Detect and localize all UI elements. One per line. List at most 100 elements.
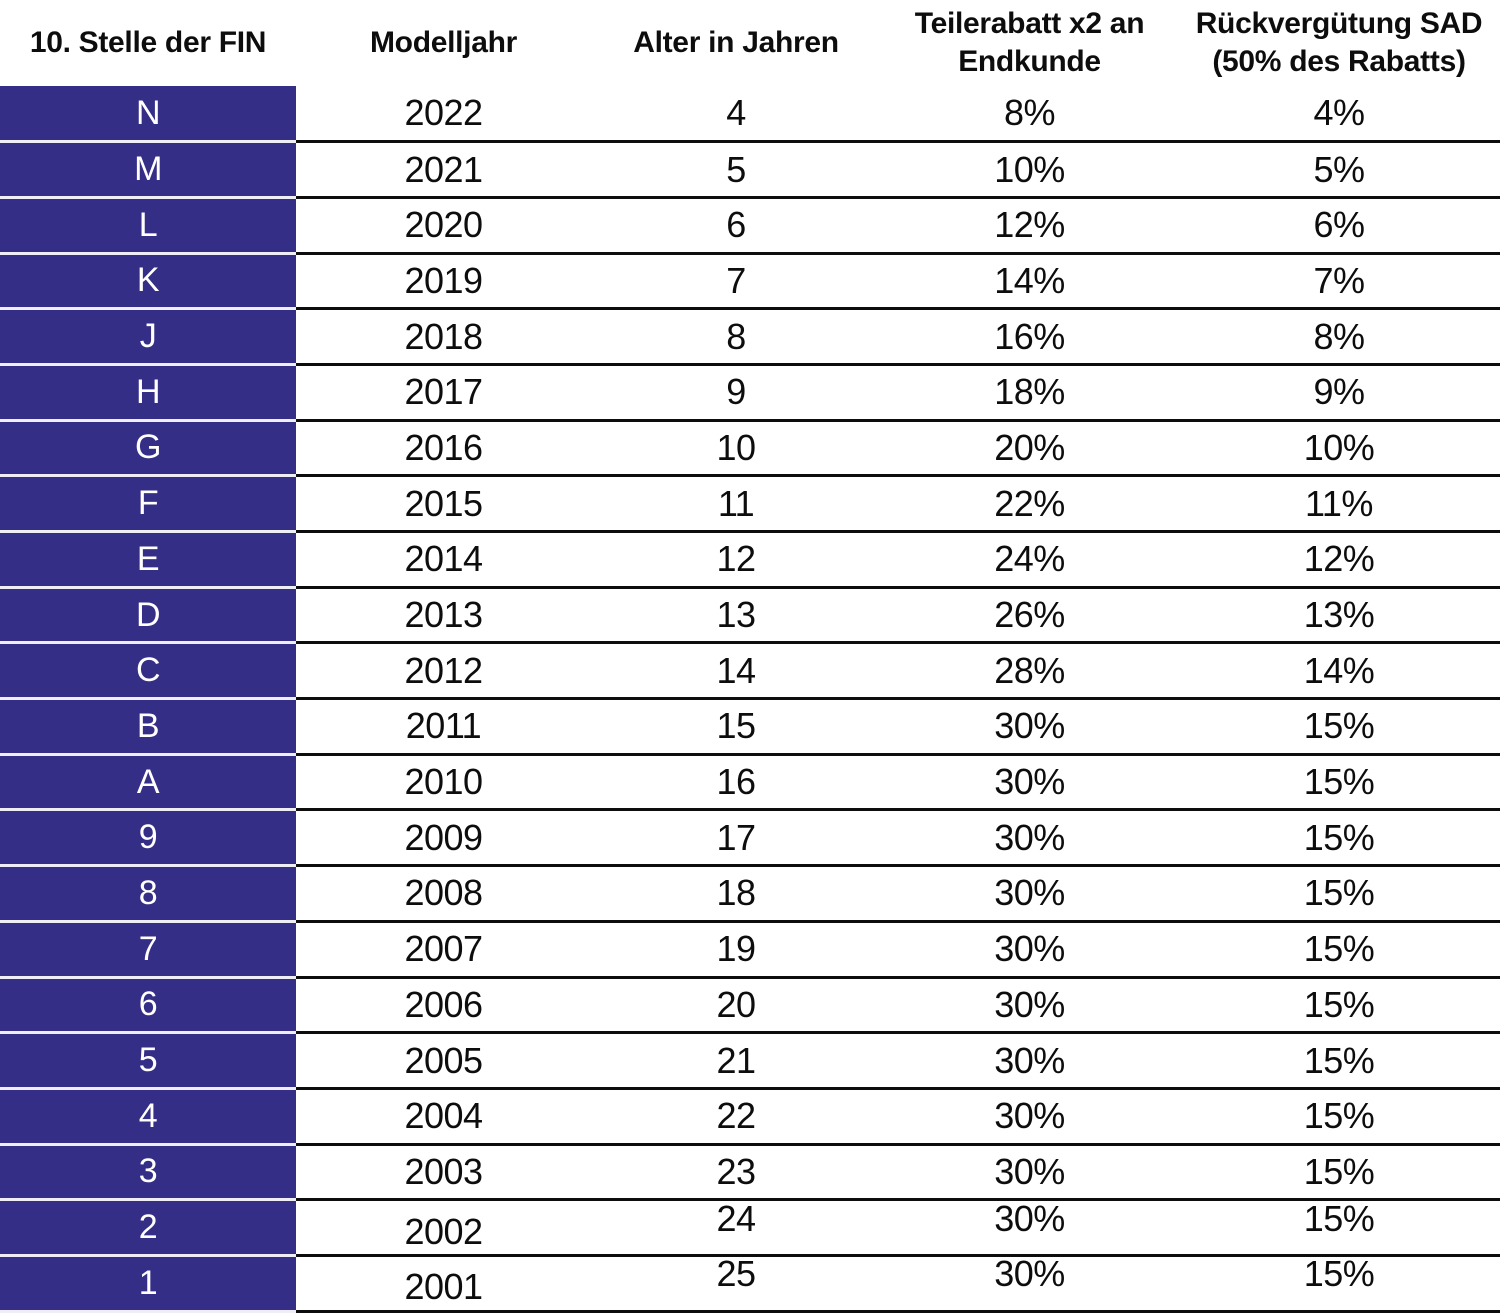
teilerabatt-cell: 10% — [881, 141, 1178, 199]
modelljahr-cell: 2011 — [296, 698, 591, 756]
fin-cell: C — [0, 642, 296, 701]
fin-cell: G — [0, 420, 296, 478]
rueckverguetung-cell: 15% — [1178, 1198, 1500, 1257]
alter-cell: 22 — [591, 1088, 881, 1146]
table-header: 10. Stelle der FIN Modelljahr Alter in J… — [0, 0, 1500, 86]
table-row: 1 2001 25 30% 15% — [0, 1253, 1500, 1313]
modelljahr-cell: 2004 — [296, 1088, 591, 1146]
teilerabatt-cell: 30% — [881, 1144, 1178, 1202]
teilerabatt-cell: 30% — [881, 1032, 1178, 1090]
modelljahr-cell: 2014 — [296, 531, 591, 589]
alter-cell: 4 — [591, 86, 881, 144]
alter-cell: 17 — [591, 809, 881, 868]
fin-cell: 5 — [0, 1032, 296, 1090]
teilerabatt-cell: 30% — [881, 977, 1178, 1035]
rueckverguetung-cell: 15% — [1178, 921, 1500, 979]
teilerabatt-cell: 30% — [881, 1088, 1178, 1146]
teilerabatt-cell: 30% — [881, 754, 1178, 812]
modelljahr-cell: 2010 — [296, 754, 591, 812]
alter-cell: 12 — [591, 531, 881, 589]
table-row: A 2010 16 30% 15% — [0, 754, 1500, 812]
modelljahr-cell: 2001 — [296, 1255, 591, 1313]
col-header-fin: 10. Stelle der FIN — [0, 0, 296, 86]
modelljahr-cell: 2016 — [296, 420, 591, 478]
modelljahr-cell: 2006 — [296, 977, 591, 1035]
teilerabatt-cell: 20% — [881, 420, 1178, 478]
rueckverguetung-cell: 6% — [1178, 197, 1500, 255]
rueckverguetung-cell: 5% — [1178, 141, 1500, 199]
modelljahr-cell: 2002 — [296, 1199, 591, 1257]
rueckverguetung-cell: 10% — [1178, 420, 1500, 478]
table-row: 3 2003 23 30% 15% — [0, 1144, 1500, 1202]
col-header-alter-label: Alter in Jahren — [633, 26, 839, 59]
alter-cell: 18 — [591, 865, 881, 923]
table-row: 2 2002 24 30% 15% — [0, 1198, 1500, 1257]
alter-cell: 11 — [591, 475, 881, 533]
modelljahr-cell: 2019 — [296, 253, 591, 311]
fin-cell: 1 — [0, 1255, 296, 1313]
table-row: H 2017 9 18% 9% — [0, 364, 1500, 422]
rueckverguetung-cell: 15% — [1178, 698, 1500, 756]
table-row: 5 2005 21 30% 15% — [0, 1032, 1500, 1090]
table-row: J 2018 8 16% 8% — [0, 308, 1500, 366]
fin-cell: F — [0, 475, 296, 533]
teilerabatt-cell: 30% — [881, 865, 1178, 923]
fin-cell: 4 — [0, 1088, 296, 1146]
teilerabatt-cell: 12% — [881, 197, 1178, 255]
alter-cell: 6 — [591, 197, 881, 255]
table-row: 7 2007 19 30% 15% — [0, 921, 1500, 979]
table-row: N 2022 4 8% 4% — [0, 86, 1500, 144]
rueckverguetung-cell: 15% — [1178, 809, 1500, 868]
alter-cell: 25 — [591, 1253, 881, 1313]
alter-cell: 8 — [591, 308, 881, 366]
table-row: L 2020 6 12% 6% — [0, 197, 1500, 255]
fin-cell: N — [0, 86, 296, 144]
rueckverguetung-cell: 8% — [1178, 308, 1500, 366]
fin-cell: 7 — [0, 921, 296, 979]
rueckverguetung-cell: 15% — [1178, 1032, 1500, 1090]
table-row: G 2016 10 20% 10% — [0, 420, 1500, 478]
teilerabatt-cell: 30% — [881, 1253, 1178, 1313]
col-header-fin-label: 10. Stelle der FIN — [29, 26, 267, 59]
teilerabatt-cell: 26% — [881, 587, 1178, 645]
fin-cell: L — [0, 197, 296, 255]
modelljahr-cell: 2012 — [296, 642, 591, 701]
alter-cell: 23 — [591, 1144, 881, 1202]
alter-cell: 14 — [591, 642, 881, 701]
teilerabatt-cell: 30% — [881, 921, 1178, 979]
alter-cell: 7 — [591, 253, 881, 311]
alter-cell: 10 — [591, 420, 881, 478]
rueckverguetung-cell: 14% — [1178, 642, 1500, 701]
table-row: M 2021 5 10% 5% — [0, 141, 1500, 199]
col-header-teilerabatt: Teilerabatt x2 an Endkunde — [881, 0, 1178, 86]
col-header-rueckverguetung: Rückvergütung SAD (50% des Rabatts) — [1178, 0, 1500, 86]
teilerabatt-cell: 8% — [881, 86, 1178, 144]
modelljahr-cell: 2013 — [296, 587, 591, 645]
table-row: B 2011 15 30% 15% — [0, 698, 1500, 756]
fin-cell: 6 — [0, 977, 296, 1035]
table-row: F 2015 11 22% 11% — [0, 475, 1500, 533]
modelljahr-cell: 2017 — [296, 364, 591, 422]
teilerabatt-cell: 16% — [881, 308, 1178, 366]
fin-cell: 2 — [0, 1199, 296, 1257]
modelljahr-cell: 2007 — [296, 921, 591, 979]
fin-cell: K — [0, 253, 296, 311]
teilerabatt-cell: 28% — [881, 642, 1178, 701]
header-row: 10. Stelle der FIN Modelljahr Alter in J… — [0, 0, 1500, 86]
fin-cell: 8 — [0, 865, 296, 923]
col-header-teilerabatt-label2: Endkunde — [958, 45, 1101, 78]
modelljahr-cell: 2020 — [296, 197, 591, 255]
alter-cell: 13 — [591, 587, 881, 645]
rueckverguetung-cell: 11% — [1178, 475, 1500, 533]
teilerabatt-cell: 22% — [881, 475, 1178, 533]
modelljahr-cell: 2022 — [296, 86, 591, 144]
fin-cell: J — [0, 308, 296, 366]
alter-cell: 19 — [591, 921, 881, 979]
rueckverguetung-cell: 15% — [1178, 1253, 1500, 1313]
alter-cell: 5 — [591, 141, 881, 199]
fin-cell: 3 — [0, 1144, 296, 1202]
rueckverguetung-cell: 15% — [1178, 1088, 1500, 1146]
table-body: N 2022 4 8% 4% M 2021 5 10% 5% L 2020 6 … — [0, 86, 1500, 1313]
